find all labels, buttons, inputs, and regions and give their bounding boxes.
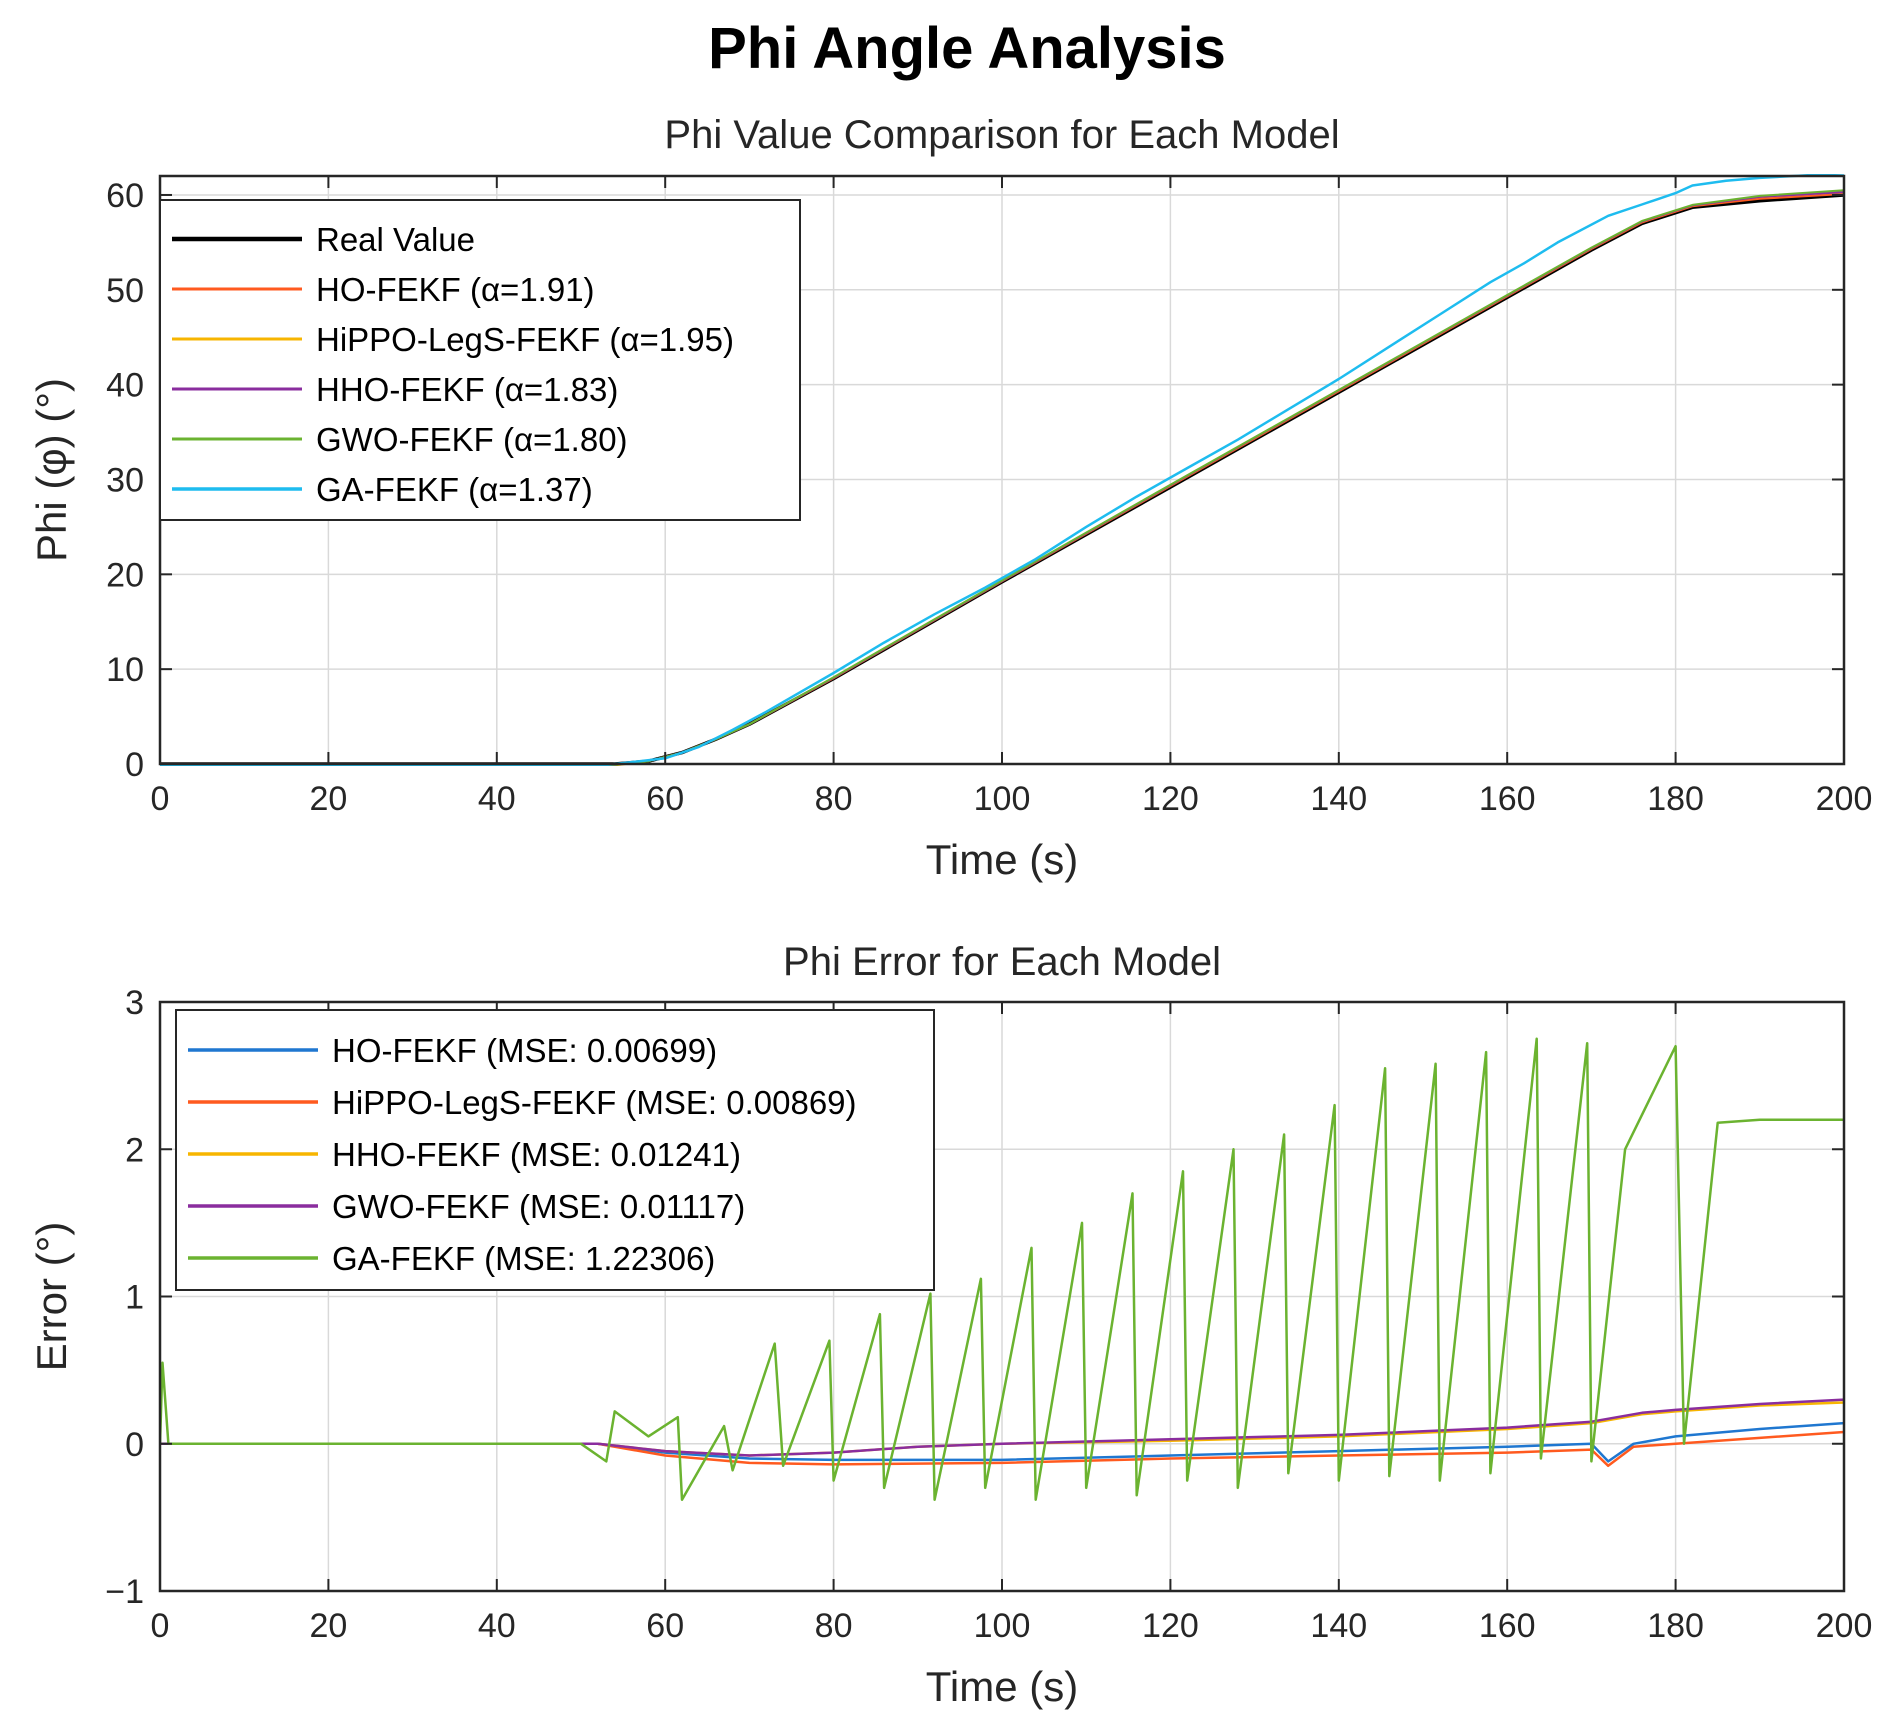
- legend-label-2: HHO-FEKF (MSE: 0.01241): [332, 1136, 741, 1173]
- legend: Real Value HO-FEKF (α=1.91) HiPPO-LegS-FEK…: [159, 199, 801, 521]
- x-tick-label: 120: [1142, 1607, 1199, 1645]
- legend-box: [175, 1009, 935, 1291]
- y-tick-label: 0: [125, 1426, 144, 1464]
- y-tick-label: 50: [106, 272, 144, 310]
- legend-label-2: HiPPO-LegS-FEKF (α=1.95): [316, 321, 734, 358]
- x-tick-label: 60: [646, 780, 684, 818]
- chart-title: Phi Value Comparison for Each Model: [664, 113, 1339, 157]
- y-tick-label: 10: [106, 651, 144, 689]
- series-line-5: [160, 174, 1844, 766]
- x-tick-label: 100: [974, 1607, 1031, 1645]
- x-tick-label: 60: [646, 1607, 684, 1645]
- x-tick-label: 0: [151, 780, 170, 818]
- legend-label-3: HHO-FEKF (α=1.83): [316, 371, 618, 408]
- x-tick-label: 0: [151, 1607, 170, 1645]
- x-tick-label: 20: [309, 780, 347, 818]
- x-tick-label: 140: [1310, 1607, 1367, 1645]
- x-tick-label: 140: [1310, 780, 1367, 818]
- series-line-3: [160, 1398, 1844, 1457]
- x-tick-label: 200: [1816, 780, 1873, 818]
- x-tick-label: 180: [1647, 1607, 1704, 1645]
- x-tick-label: 200: [1816, 1607, 1873, 1645]
- series-group: [160, 1037, 1844, 1501]
- legend-label-4: GA-FEKF (MSE: 1.22306): [332, 1240, 715, 1277]
- x-tick-label: 80: [815, 1607, 853, 1645]
- figure-title: Phi Angle Analysis: [708, 16, 1226, 81]
- x-tick-label: 160: [1479, 780, 1536, 818]
- y-tick-label: 2: [125, 1131, 144, 1169]
- x-axis-label: Time (s): [926, 1663, 1078, 1710]
- legend-label-3: GWO-FEKF (MSE: 0.01117): [332, 1188, 745, 1225]
- x-tick-label: 100: [974, 780, 1031, 818]
- legend-label-0: Real Value: [316, 221, 475, 258]
- y-axis-label: Phi (φ) (°): [28, 378, 75, 562]
- chart-phi-value: 0 20 40 60 80 100 120 140 160 180 200 0 10 20 30 40 50 60…: [28, 113, 1872, 883]
- x-tick-label: 180: [1647, 780, 1704, 818]
- x-tick-label: 80: [815, 780, 853, 818]
- y-tick-label: 40: [106, 367, 144, 405]
- y-axis-label: Error (°): [28, 1222, 75, 1372]
- y-tick-label: 30: [106, 461, 144, 499]
- legend-box: [159, 199, 801, 521]
- x-axis-label: Time (s): [926, 836, 1078, 883]
- x-tick-label: 40: [478, 1607, 516, 1645]
- y-tick-label: 1: [125, 1279, 144, 1317]
- legend-label-4: GWO-FEKF (α=1.80): [316, 421, 628, 458]
- y-tick-label: 3: [125, 984, 144, 1022]
- legend-label-1: HO-FEKF (α=1.91): [316, 271, 595, 308]
- legend-label-0: HO-FEKF (MSE: 0.00699): [332, 1032, 717, 1069]
- legend-label-1: HiPPO-LegS-FEKF (MSE: 0.00869): [332, 1084, 857, 1121]
- y-tick-label: −1: [105, 1573, 144, 1611]
- legend: HO-FEKF (MSE: 0.00699) HiPPO-LegS-FEKF (M…: [175, 1009, 935, 1291]
- x-tick-label: 120: [1142, 780, 1199, 818]
- legend-label-5: GA-FEKF (α=1.37): [316, 471, 593, 508]
- x-tick-label: 160: [1479, 1607, 1536, 1645]
- x-tick-label: 40: [478, 780, 516, 818]
- y-tick-label: 20: [106, 556, 144, 594]
- x-tick-label: 20: [309, 1607, 347, 1645]
- chart-title: Phi Error for Each Model: [783, 940, 1221, 984]
- series-line-4: [160, 1037, 1844, 1501]
- y-tick-label: 0: [125, 746, 144, 784]
- y-tick-label: 60: [106, 177, 144, 215]
